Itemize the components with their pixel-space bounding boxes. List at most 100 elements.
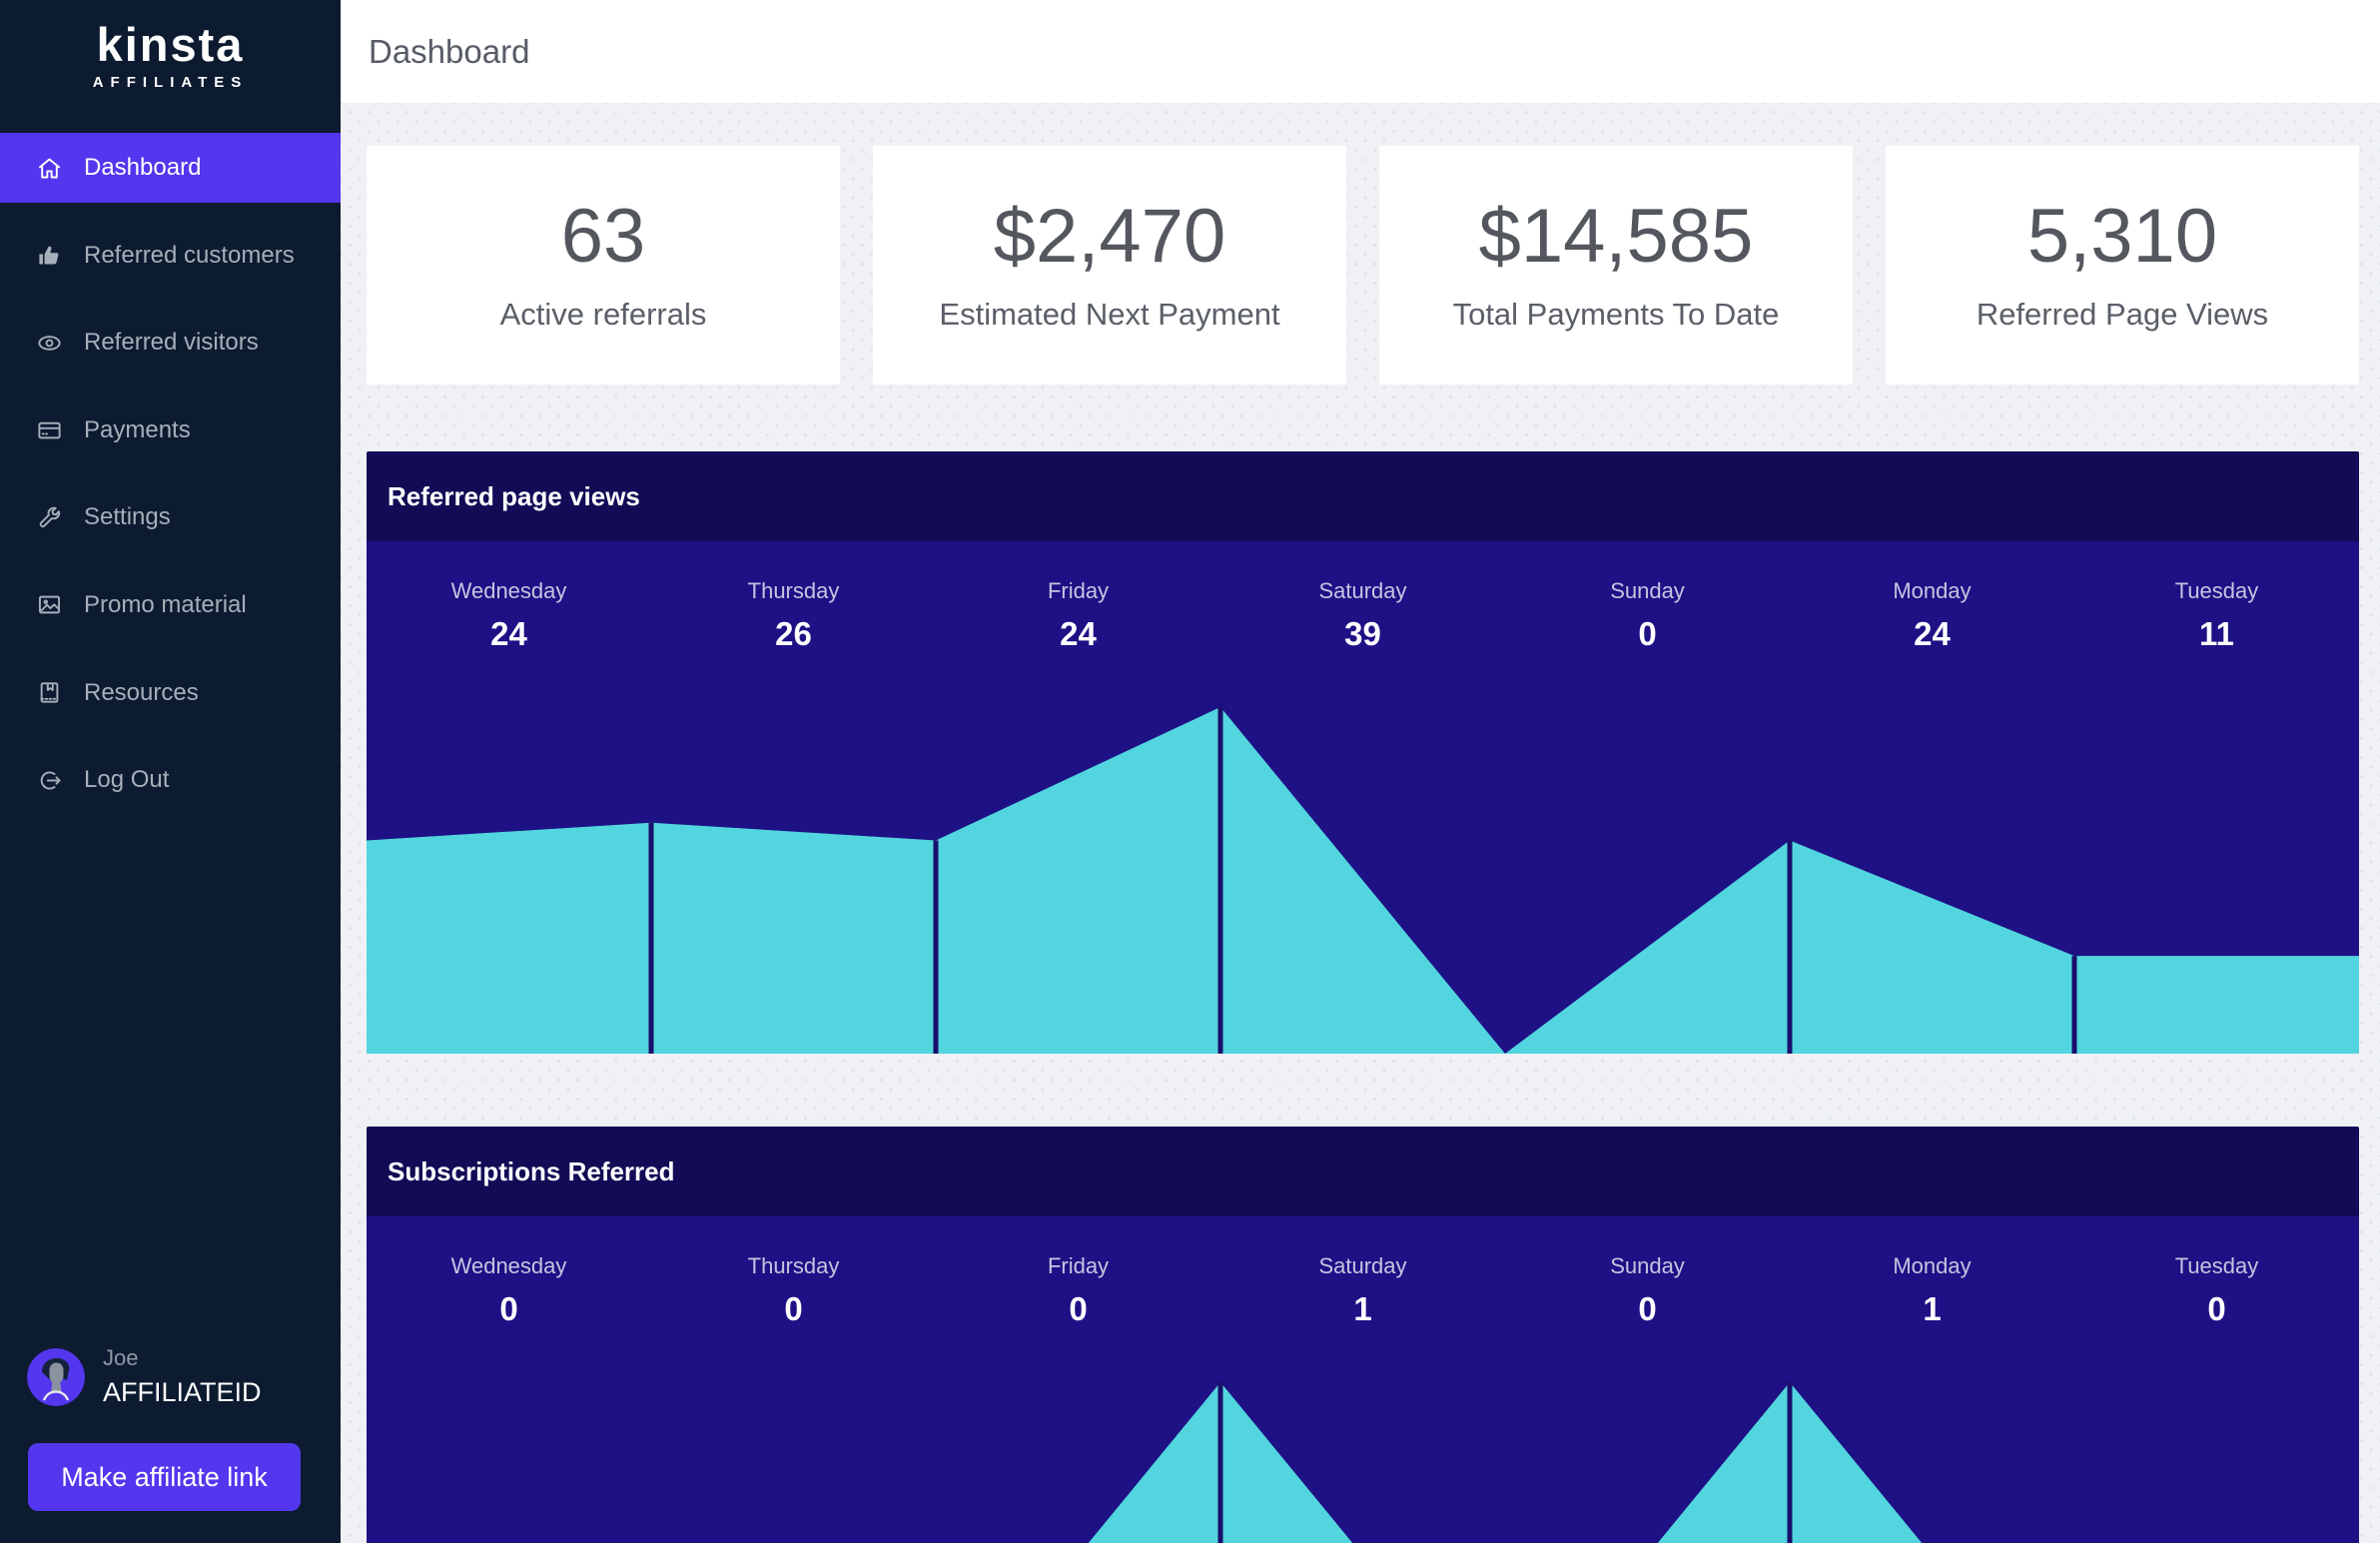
sidebar-item-referred-customers[interactable]: Referred customers bbox=[0, 221, 341, 291]
day-value: 0 bbox=[2207, 1290, 2226, 1327]
stat-card-referred-page-views: 5,310 Referred Page Views bbox=[1886, 146, 2359, 385]
day-value: 0 bbox=[1638, 615, 1657, 652]
day-name: Tuesday bbox=[2174, 578, 2259, 603]
day-value: 1 bbox=[1353, 1290, 1372, 1327]
user-name: Joe bbox=[103, 1345, 139, 1370]
subscriptions-referred-chart bbox=[1088, 1382, 1923, 1543]
sidebar-item-dashboard[interactable]: Dashboard bbox=[0, 133, 341, 203]
stats-row: 63 Active referrals $2,470 Estimated Nex… bbox=[367, 146, 2359, 385]
topbar: Dashboard bbox=[341, 0, 2380, 103]
sidebar-item-label: Settings bbox=[84, 503, 171, 531]
day-value: 0 bbox=[499, 1290, 518, 1327]
day-value: 0 bbox=[1638, 1290, 1657, 1327]
sidebar-item-settings[interactable]: Settings bbox=[0, 482, 341, 552]
day-name: Friday bbox=[1047, 1253, 1110, 1278]
day-col: Wednesday 24 bbox=[367, 578, 651, 653]
referred-page-views-chart bbox=[367, 707, 2359, 1054]
stat-value: $14,585 bbox=[1478, 193, 1754, 279]
panel-title: Subscriptions Referred bbox=[388, 1156, 675, 1186]
sidebar-item-log-out[interactable]: Log Out bbox=[0, 745, 341, 815]
kinsta-logo-tagline: AFFILIATES bbox=[92, 74, 249, 92]
panel-body: Wednesday 0 Thursday 0 Friday 0 Saturday… bbox=[367, 1216, 2359, 1543]
day-value: 24 bbox=[490, 615, 527, 652]
image-icon bbox=[36, 591, 63, 618]
main-content: 63 Active referrals $2,470 Estimated Nex… bbox=[341, 103, 2380, 1543]
eye-icon bbox=[36, 330, 63, 357]
sidebar-item-label: Payments bbox=[84, 415, 191, 443]
stat-value: 5,310 bbox=[2026, 193, 2218, 279]
day-value: 24 bbox=[1060, 615, 1097, 652]
day-name: Wednesday bbox=[450, 578, 567, 603]
sidebar-item-referred-visitors[interactable]: Referred visitors bbox=[0, 308, 341, 378]
subscriptions-referred-panel: Subscriptions Referred Wednesday 0 Thurs… bbox=[367, 1127, 2359, 1543]
panel-header: Referred page views bbox=[367, 451, 2359, 541]
day-value: 24 bbox=[1914, 615, 1951, 652]
stat-label: Estimated Next Payment bbox=[939, 296, 1280, 332]
sidebar-item-payments[interactable]: Payments bbox=[0, 395, 341, 465]
sidebar-item-label: Log Out bbox=[84, 766, 170, 794]
sidebar-nav: Dashboard Referred customers Referred vi… bbox=[0, 133, 341, 833]
sidebar-item-label: Dashboard bbox=[84, 154, 202, 181]
stat-value: $2,470 bbox=[993, 193, 1226, 279]
day-col: Wednesday 0 bbox=[367, 1253, 651, 1328]
day-name: Tuesday bbox=[2174, 1253, 2259, 1278]
day-value: 26 bbox=[775, 615, 812, 652]
user-affiliate-id: AFFILIATEID bbox=[103, 1377, 262, 1407]
user-profile: Joe AFFILIATEID bbox=[27, 1345, 262, 1408]
credit-card-icon bbox=[36, 416, 63, 443]
home-icon bbox=[36, 155, 63, 182]
avatar bbox=[27, 1347, 85, 1406]
day-name: Monday bbox=[1893, 578, 1972, 603]
day-col: Thursday 0 bbox=[651, 1253, 936, 1328]
stat-label: Referred Page Views bbox=[1976, 296, 2269, 332]
stat-label: Total Payments To Date bbox=[1452, 296, 1780, 332]
day-col: Thursday 26 bbox=[651, 578, 936, 653]
sidebar-item-label: Referred visitors bbox=[84, 329, 259, 357]
day-col: Tuesday 11 bbox=[2074, 578, 2359, 653]
day-value: 39 bbox=[1344, 615, 1381, 652]
panel-title: Referred page views bbox=[388, 480, 640, 511]
day-name: Monday bbox=[1893, 1253, 1972, 1278]
logout-icon bbox=[36, 767, 63, 794]
make-affiliate-link-button[interactable]: Make affiliate link bbox=[28, 1443, 301, 1511]
sidebar: kinsta AFFILIATES Dashboard Referred cus… bbox=[0, 0, 341, 1543]
day-col: Saturday 39 bbox=[1220, 578, 1505, 653]
day-name: Wednesday bbox=[450, 1253, 567, 1278]
stat-card-active-referrals: 63 Active referrals bbox=[367, 146, 840, 385]
stat-card-total-payments: $14,585 Total Payments To Date bbox=[1379, 146, 1853, 385]
book-icon bbox=[36, 679, 63, 706]
day-name: Sunday bbox=[1610, 1253, 1685, 1278]
day-value: 11 bbox=[2199, 615, 2234, 652]
day-col: Sunday 0 bbox=[1505, 578, 1790, 653]
stat-label: Active referrals bbox=[499, 296, 707, 332]
sidebar-item-label: Resources bbox=[84, 678, 199, 706]
day-labels-row: Wednesday 0 Thursday 0 Friday 0 Saturday… bbox=[367, 1216, 2359, 1328]
panel-header: Subscriptions Referred bbox=[367, 1127, 2359, 1216]
sidebar-item-label: Promo material bbox=[84, 590, 247, 618]
day-value: 0 bbox=[1069, 1290, 1088, 1327]
day-name: Thursday bbox=[747, 1253, 840, 1278]
page-title: Dashboard bbox=[369, 32, 530, 70]
day-col: Monday 24 bbox=[1790, 578, 2074, 653]
sidebar-item-label: Referred customers bbox=[84, 241, 295, 269]
day-value: 1 bbox=[1923, 1290, 1942, 1327]
day-name: Friday bbox=[1047, 578, 1110, 603]
day-labels-row: Wednesday 24 Thursday 26 Friday 24 Satur… bbox=[367, 541, 2359, 653]
referred-page-views-panel: Referred page views Wednesday 24 Thursda… bbox=[367, 451, 2359, 1054]
thumbs-up-icon bbox=[36, 242, 63, 269]
panel-body: Wednesday 24 Thursday 26 Friday 24 Satur… bbox=[367, 541, 2359, 1054]
day-col: Sunday 0 bbox=[1505, 1253, 1790, 1328]
day-name: Thursday bbox=[747, 578, 840, 603]
wrench-icon bbox=[36, 504, 63, 531]
sidebar-item-promo-material[interactable]: Promo material bbox=[0, 570, 341, 640]
day-col: Friday 24 bbox=[936, 578, 1220, 653]
day-col: Monday 1 bbox=[1790, 1253, 2074, 1328]
day-col: Tuesday 0 bbox=[2074, 1253, 2359, 1328]
kinsta-logo-word: kinsta bbox=[96, 18, 245, 71]
day-name: Saturday bbox=[1318, 1253, 1407, 1278]
day-col: Friday 0 bbox=[936, 1253, 1220, 1328]
kinsta-logo: kinsta AFFILIATES bbox=[0, 0, 341, 92]
sidebar-item-resources[interactable]: Resources bbox=[0, 658, 341, 728]
stat-card-estimated-next-payment: $2,470 Estimated Next Payment bbox=[873, 146, 1346, 385]
day-col: Saturday 1 bbox=[1220, 1253, 1505, 1328]
